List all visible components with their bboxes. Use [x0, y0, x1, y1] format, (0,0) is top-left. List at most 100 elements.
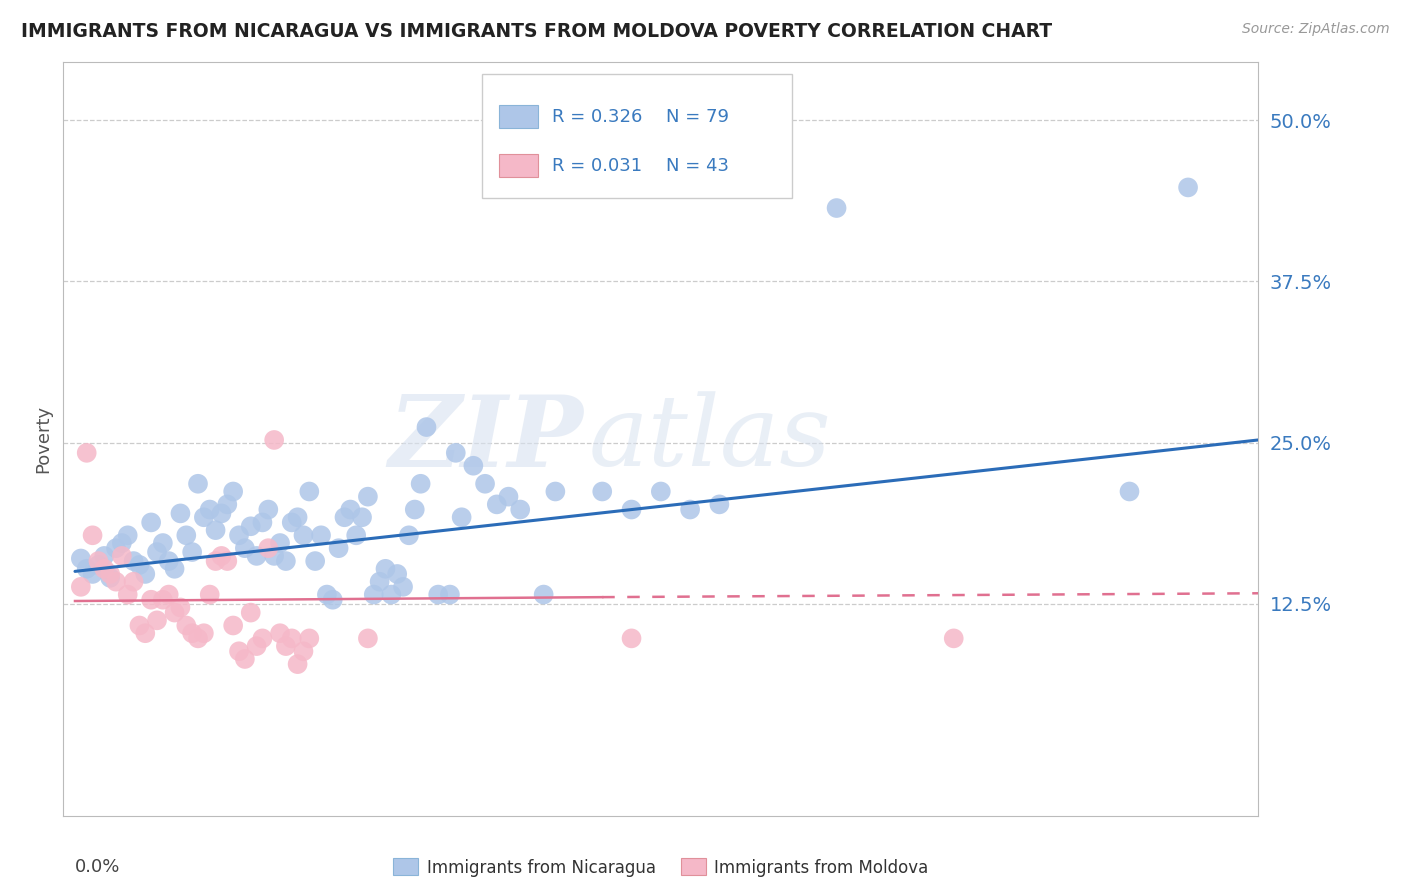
Point	[187, 476, 209, 491]
Text: Source: ZipAtlas.com: Source: ZipAtlas.com	[1241, 22, 1389, 37]
Point	[163, 606, 186, 620]
Point	[141, 592, 162, 607]
Point	[533, 588, 555, 602]
Text: N = 79: N = 79	[665, 108, 728, 126]
Point	[134, 566, 156, 581]
Point	[181, 545, 204, 559]
Point	[187, 632, 209, 646]
Point	[709, 497, 731, 511]
Point	[363, 588, 385, 602]
Text: atlas: atlas	[589, 392, 832, 487]
Point	[122, 574, 145, 589]
Point	[211, 549, 233, 563]
Point	[245, 639, 267, 653]
Point	[117, 588, 139, 602]
Point	[128, 618, 150, 632]
Point	[344, 528, 367, 542]
Point	[1118, 484, 1140, 499]
Point	[98, 566, 121, 581]
Text: R = 0.326: R = 0.326	[553, 108, 643, 126]
Point	[1177, 180, 1199, 194]
Point	[509, 502, 531, 516]
Point	[169, 600, 191, 615]
Text: IMMIGRANTS FROM NICARAGUA VS IMMIGRANTS FROM MOLDOVA POVERTY CORRELATION CHART: IMMIGRANTS FROM NICARAGUA VS IMMIGRANTS …	[21, 22, 1052, 41]
Point	[679, 502, 702, 516]
Point	[263, 549, 285, 563]
FancyBboxPatch shape	[481, 74, 793, 198]
Point	[82, 528, 104, 542]
Point	[392, 580, 415, 594]
Point	[174, 528, 197, 542]
Point	[357, 490, 380, 504]
Point	[269, 626, 291, 640]
Point	[198, 502, 221, 516]
Point	[111, 536, 134, 550]
Point	[427, 588, 450, 602]
Point	[292, 644, 315, 658]
Point	[287, 510, 309, 524]
Point	[222, 618, 245, 632]
Point	[157, 588, 180, 602]
Point	[93, 549, 115, 563]
Point	[274, 554, 297, 568]
Point	[328, 541, 350, 556]
Point	[591, 484, 613, 499]
Point	[228, 644, 250, 658]
Point	[204, 523, 226, 537]
Point	[152, 536, 174, 550]
Point	[193, 626, 215, 640]
Point	[252, 516, 274, 530]
Point	[181, 626, 204, 640]
Point	[82, 566, 104, 581]
Point	[298, 484, 321, 499]
Point	[352, 510, 374, 524]
Point	[217, 554, 239, 568]
Point	[245, 549, 267, 563]
Point	[239, 519, 262, 533]
Point	[439, 588, 461, 602]
Point	[385, 566, 409, 581]
Point	[444, 446, 467, 460]
Point	[122, 554, 145, 568]
Point	[252, 632, 274, 646]
Point	[105, 574, 127, 589]
Point	[280, 632, 302, 646]
Point	[333, 510, 356, 524]
Text: 0.0%: 0.0%	[75, 857, 121, 876]
Point	[620, 502, 643, 516]
Point	[409, 476, 432, 491]
Point	[98, 571, 121, 585]
Text: R = 0.031: R = 0.031	[553, 157, 643, 175]
Point	[942, 632, 965, 646]
Point	[620, 632, 643, 646]
Point	[304, 554, 326, 568]
Point	[298, 632, 321, 646]
Point	[263, 433, 285, 447]
Point	[76, 562, 98, 576]
Point	[134, 626, 156, 640]
Point	[368, 574, 391, 589]
Text: N = 43: N = 43	[665, 157, 728, 175]
FancyBboxPatch shape	[499, 105, 537, 128]
Point	[141, 516, 162, 530]
Point	[146, 613, 169, 627]
Point	[280, 516, 302, 530]
Point	[217, 497, 239, 511]
Y-axis label: Poverty: Poverty	[34, 405, 52, 474]
Point	[228, 528, 250, 542]
Point	[322, 592, 344, 607]
Point	[146, 545, 169, 559]
Point	[415, 420, 437, 434]
Point	[257, 502, 280, 516]
Point	[211, 507, 233, 521]
Point	[117, 528, 139, 542]
Point	[93, 562, 115, 576]
Point	[157, 554, 180, 568]
Point	[474, 476, 496, 491]
Point	[233, 652, 256, 666]
Point	[315, 588, 337, 602]
Point	[339, 502, 361, 516]
Point	[450, 510, 472, 524]
Point	[398, 528, 420, 542]
Point	[204, 554, 226, 568]
